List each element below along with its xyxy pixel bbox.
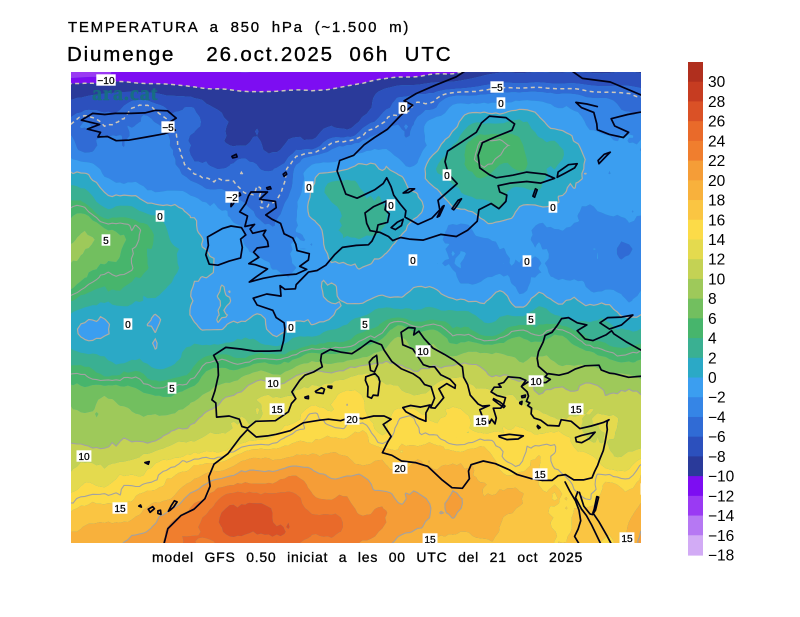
svg-text:15: 15 — [424, 535, 436, 543]
svg-text:0: 0 — [524, 257, 530, 268]
svg-text:0: 0 — [400, 104, 406, 115]
svg-text:0: 0 — [125, 320, 131, 331]
svg-text:10: 10 — [78, 452, 90, 463]
svg-text:15: 15 — [621, 534, 633, 543]
svg-text:10: 10 — [530, 377, 542, 388]
svg-text:15: 15 — [475, 417, 487, 428]
svg-text:−4: −4 — [708, 409, 726, 426]
svg-text:0: 0 — [288, 323, 294, 334]
svg-text:−14: −14 — [708, 508, 735, 525]
svg-text:8: 8 — [708, 291, 717, 308]
svg-text:15: 15 — [114, 504, 126, 515]
svg-text:−5: −5 — [162, 123, 174, 134]
svg-text:0: 0 — [444, 171, 450, 182]
svg-text:28: 28 — [708, 94, 725, 111]
svg-text:2: 2 — [708, 350, 717, 367]
svg-text:12: 12 — [708, 252, 725, 269]
svg-text:−2: −2 — [708, 390, 726, 407]
svg-text:15: 15 — [534, 470, 546, 481]
svg-text:0: 0 — [388, 201, 394, 212]
svg-text:−10: −10 — [97, 76, 115, 87]
svg-text:15: 15 — [570, 405, 582, 416]
svg-text:0: 0 — [498, 99, 504, 110]
svg-text:6: 6 — [708, 311, 717, 328]
svg-text:22: 22 — [708, 153, 725, 170]
svg-text:−18: −18 — [708, 548, 734, 565]
svg-text:14: 14 — [708, 232, 726, 249]
svg-text:0: 0 — [306, 183, 312, 194]
svg-text:26: 26 — [708, 114, 725, 131]
svg-text:5: 5 — [528, 315, 534, 326]
svg-text:15: 15 — [271, 405, 283, 416]
svg-text:10: 10 — [417, 347, 429, 358]
svg-text:−10: −10 — [708, 469, 735, 486]
svg-text:0: 0 — [708, 370, 717, 387]
svg-text:−16: −16 — [708, 528, 734, 545]
svg-text:0: 0 — [410, 256, 416, 267]
svg-text:5: 5 — [103, 236, 109, 247]
svg-text:4: 4 — [708, 331, 717, 348]
svg-text:10: 10 — [267, 379, 279, 390]
svg-text:5: 5 — [169, 384, 175, 395]
svg-text:20: 20 — [708, 173, 726, 190]
svg-text:−2: −2 — [226, 193, 238, 204]
svg-text:30: 30 — [708, 74, 726, 91]
svg-text:0: 0 — [550, 203, 556, 214]
svg-text:10: 10 — [708, 271, 726, 288]
svg-text:20: 20 — [346, 415, 358, 426]
svg-text:−12: −12 — [708, 488, 734, 505]
svg-text:−6: −6 — [708, 429, 726, 446]
svg-text:24: 24 — [708, 133, 726, 150]
svg-text:−8: −8 — [708, 449, 726, 466]
svg-text:−5: −5 — [491, 83, 503, 94]
svg-text:20: 20 — [394, 464, 406, 475]
svg-text:18: 18 — [708, 193, 725, 210]
svg-text:5: 5 — [362, 320, 368, 331]
svg-text:0: 0 — [157, 212, 163, 223]
svg-text:16: 16 — [708, 212, 725, 229]
